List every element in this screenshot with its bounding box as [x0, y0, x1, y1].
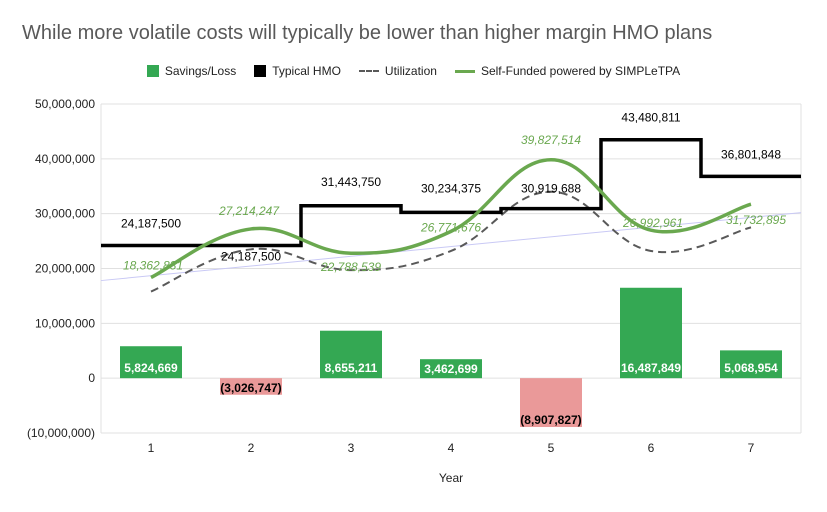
data-label-typical-hmo: 30,919,688	[521, 182, 581, 196]
bar-savings-loss	[220, 378, 282, 395]
chart-legend: Savings/Loss Typical HMO Utilization Sel…	[0, 64, 827, 78]
series-line-utilization	[150, 190, 752, 293]
legend-swatch-self-funded	[454, 69, 475, 73]
y-tick-label: (10,000,000)	[27, 426, 95, 440]
bar-savings-loss	[120, 346, 182, 379]
y-tick-label: 0	[88, 371, 95, 385]
data-label-savings-loss: 5,824,669	[124, 361, 178, 375]
legend-label-typical-hmo: Typical HMO	[272, 64, 341, 78]
x-tick-label: 4	[448, 441, 455, 455]
x-axis-title: Year	[439, 471, 463, 485]
legend-item-savings-loss[interactable]: Savings/Loss	[146, 64, 237, 78]
x-tick-label: 3	[348, 441, 355, 455]
legend-label-self-funded: Self-Funded powered by SIMPLeTPA	[480, 64, 681, 78]
data-label-savings-loss: 8,655,211	[325, 361, 378, 375]
y-tick-label: 40,000,000	[35, 152, 95, 166]
y-tick-label: 30,000,000	[35, 207, 95, 221]
bar-savings-loss	[520, 378, 582, 428]
legend-swatch-typical-hmo	[254, 65, 267, 77]
series-line-typical-hmo	[101, 137, 801, 248]
data-label-self-funded: 27,214,247	[218, 204, 280, 218]
y-tick-label: 10,000,000	[35, 316, 95, 330]
legend-item-self-funded[interactable]: Self-Funded powered by SIMPLeTPA	[454, 64, 681, 78]
x-tick-label: 5	[548, 441, 555, 455]
x-tick-label: 6	[648, 441, 655, 455]
x-tick-label: 7	[748, 441, 755, 455]
bar-savings-loss	[420, 359, 482, 379]
series-line-self-funded	[150, 158, 752, 280]
data-label-self-funded: 22,788,539	[320, 260, 381, 274]
y-tick-label: 50,000,000	[35, 97, 95, 111]
bar-savings-loss	[720, 350, 782, 379]
legend-item-utilization[interactable]: Utilization	[358, 64, 437, 78]
data-label-self-funded: 26,771,676	[420, 220, 481, 234]
data-label-typical-hmo: 43,480,811	[621, 111, 680, 125]
data-label-typical-hmo: 36,801,848	[721, 147, 781, 161]
data-label-self-funded: 18,362,831	[123, 258, 183, 272]
legend-item-typical-hmo[interactable]: Typical HMO	[254, 64, 341, 78]
x-tick-label: 2	[248, 441, 255, 455]
data-label-savings-loss: 5,068,954	[724, 361, 778, 375]
bar-savings-loss	[620, 287, 682, 379]
data-label-typical-hmo: 24,187,500	[121, 217, 181, 231]
data-label-savings-loss: 3,462,699	[424, 362, 478, 376]
data-label-typical-hmo: 24,187,500	[221, 250, 281, 264]
legend-label-savings-loss: Savings/Loss	[164, 64, 237, 78]
data-label-self-funded: 31,732,895	[726, 213, 786, 227]
data-label-typical-hmo: 30,234,375	[421, 181, 481, 195]
data-label-self-funded: 26,992,961	[622, 216, 683, 230]
data-label-typical-hmo: 31,443,750	[321, 175, 381, 189]
y-tick-label: 20,000,000	[35, 262, 95, 276]
data-label-savings-loss: (8,907,827)	[520, 413, 581, 427]
data-label-self-funded: 39,827,514	[521, 133, 581, 147]
legend-swatch-utilization	[358, 70, 379, 72]
legend-label-utilization: Utilization	[384, 64, 437, 78]
data-label-savings-loss: 16,487,849	[621, 361, 681, 375]
data-label-savings-loss: (3,026,747)	[220, 381, 281, 395]
trendline	[100, 212, 802, 282]
chart-title: While more volatile costs will typically…	[22, 22, 713, 44]
legend-swatch-savings-loss	[146, 65, 159, 77]
bar-savings-loss	[320, 330, 382, 379]
x-tick-label: 1	[148, 441, 155, 455]
